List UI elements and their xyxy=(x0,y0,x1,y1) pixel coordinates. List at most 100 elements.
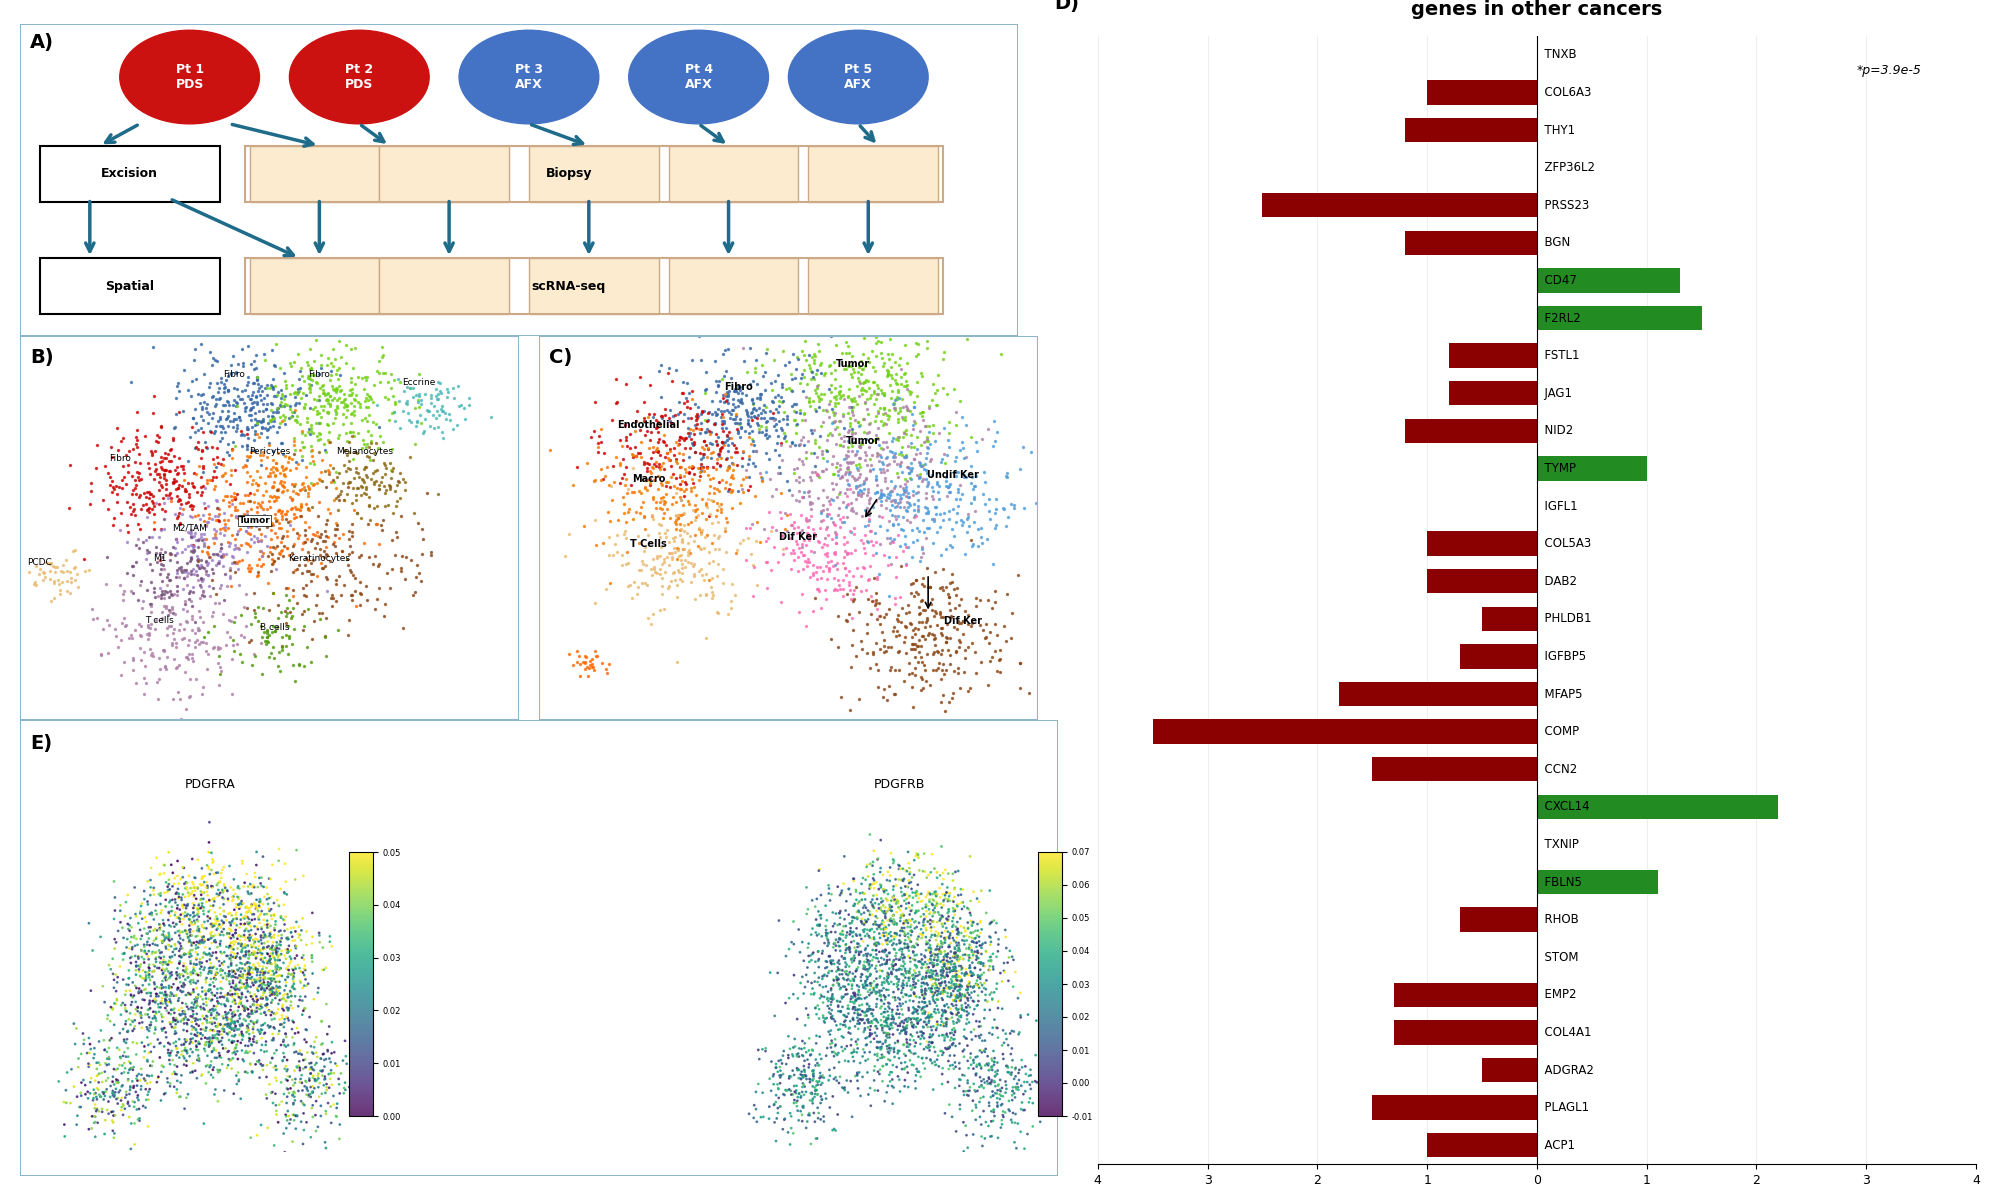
Point xyxy=(269,1025,301,1044)
Point xyxy=(116,1058,148,1078)
Point xyxy=(922,482,954,502)
Point xyxy=(764,1050,796,1069)
Point xyxy=(922,926,954,946)
Point xyxy=(1571,952,1603,971)
Point xyxy=(1611,899,1643,918)
Point xyxy=(1615,894,1647,913)
Point xyxy=(1581,862,1613,881)
Point xyxy=(299,1032,331,1051)
Point xyxy=(910,888,942,907)
Point xyxy=(1507,1057,1539,1076)
Point xyxy=(940,985,972,1004)
Point xyxy=(202,1048,234,1067)
Point xyxy=(275,606,307,625)
Point xyxy=(44,584,76,604)
Point xyxy=(347,472,379,491)
Point xyxy=(238,532,269,551)
Point xyxy=(146,586,178,605)
Point xyxy=(285,1066,317,1085)
Point xyxy=(786,534,818,553)
Point xyxy=(1571,1069,1603,1088)
Point xyxy=(890,618,922,637)
Point xyxy=(840,881,872,900)
Point xyxy=(1649,1032,1681,1051)
Point xyxy=(355,390,387,409)
Point xyxy=(868,1024,900,1043)
Point xyxy=(216,491,248,510)
Point xyxy=(964,1092,996,1111)
Point xyxy=(910,443,942,462)
Point xyxy=(808,1068,840,1087)
Point xyxy=(212,1043,244,1062)
Point xyxy=(956,941,988,960)
Point xyxy=(832,464,864,484)
Point xyxy=(232,446,263,466)
Point xyxy=(1613,992,1645,1012)
Point xyxy=(649,432,681,451)
Point xyxy=(1659,904,1691,923)
Point xyxy=(293,1085,325,1104)
Point xyxy=(874,1040,906,1060)
Point xyxy=(389,569,421,588)
Point xyxy=(1631,972,1663,991)
Point xyxy=(934,482,966,502)
Point xyxy=(253,986,285,1006)
Point xyxy=(216,1026,248,1045)
Point xyxy=(1569,1073,1601,1092)
Point xyxy=(930,884,962,904)
Point xyxy=(842,482,874,502)
Point xyxy=(1557,1015,1589,1034)
Point xyxy=(1529,1061,1561,1080)
Point xyxy=(200,970,232,989)
Point xyxy=(144,864,176,883)
Point xyxy=(134,482,166,502)
Point xyxy=(1587,892,1619,911)
Point xyxy=(1597,890,1629,910)
Point xyxy=(894,382,926,401)
Point xyxy=(665,487,697,506)
Point xyxy=(832,970,864,989)
Point xyxy=(1607,1039,1639,1058)
Point xyxy=(1483,1008,1515,1027)
Point xyxy=(1613,989,1645,1008)
Point xyxy=(830,985,862,1004)
Point xyxy=(188,581,220,600)
Point xyxy=(138,504,170,523)
Point xyxy=(904,547,936,566)
Point xyxy=(98,971,130,990)
Point xyxy=(1455,1075,1487,1094)
Point xyxy=(269,467,301,486)
Point xyxy=(822,412,854,431)
Point xyxy=(393,378,425,397)
Point xyxy=(242,611,273,630)
Point xyxy=(222,508,253,527)
Point xyxy=(1601,997,1633,1016)
Point xyxy=(1575,859,1607,878)
Point xyxy=(814,1034,846,1054)
Point xyxy=(168,884,200,904)
Point xyxy=(162,532,194,551)
Point xyxy=(1539,1061,1571,1080)
Point xyxy=(1689,1074,1721,1093)
Point xyxy=(699,540,731,559)
Point xyxy=(898,392,930,412)
Point xyxy=(196,1013,228,1032)
Point xyxy=(178,960,210,979)
Point xyxy=(315,596,347,616)
Point xyxy=(890,899,922,918)
Point xyxy=(952,1081,984,1100)
Point xyxy=(910,973,942,992)
Point xyxy=(1631,959,1663,978)
Point xyxy=(160,936,192,955)
Point xyxy=(234,562,265,581)
Point xyxy=(1479,1094,1511,1114)
Point xyxy=(140,1004,172,1024)
Point xyxy=(1483,1092,1515,1111)
Point xyxy=(357,392,389,412)
Point xyxy=(1489,1112,1521,1132)
Point xyxy=(918,968,950,988)
Point xyxy=(64,1084,96,1103)
Point xyxy=(980,923,1012,942)
Point xyxy=(968,1073,1000,1092)
Point xyxy=(1645,1018,1677,1037)
